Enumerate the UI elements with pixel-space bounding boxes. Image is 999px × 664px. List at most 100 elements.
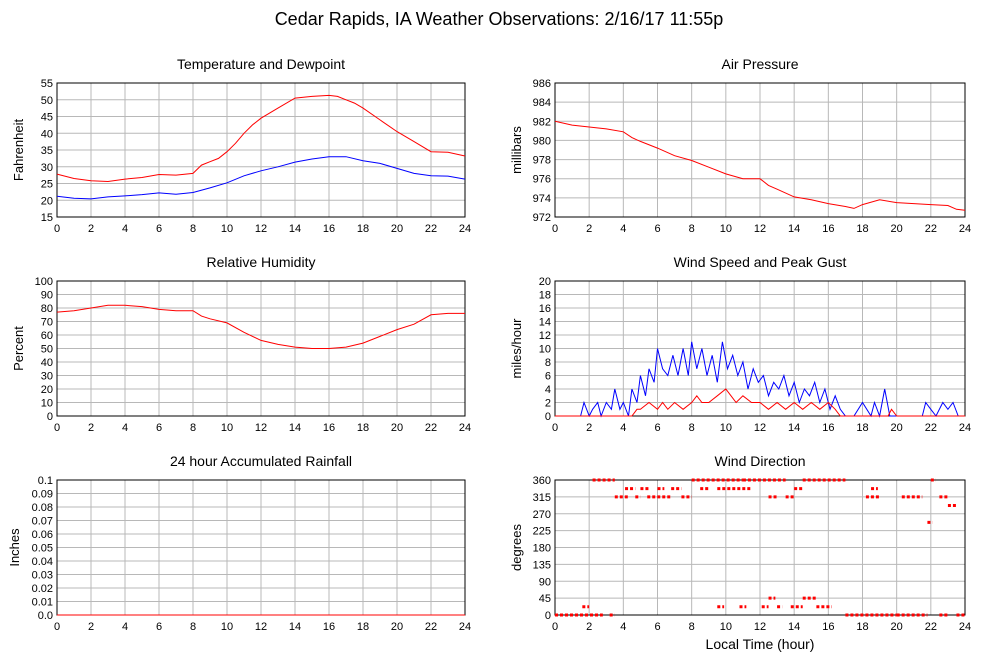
temp-y-tick-label: 30 [41,162,53,174]
temp-x-tick-label: 6 [156,223,162,235]
wind-y-tick-label: 16 [539,303,551,315]
pressure-y-tick-label: 986 [533,78,551,90]
wind-plot-frame [554,280,966,417]
temp-x-tick-label: 2 [88,223,94,235]
temp-x-tick-label: 8 [190,223,196,235]
rain-x-tick-label: 2 [88,621,94,633]
wind-x-tick-label: 20 [891,422,903,434]
rain-x-tick-label: 0 [54,621,60,633]
rain-y-tick-label: 0.08 [32,502,53,514]
wind-x-tick-label: 12 [754,422,766,434]
pressure-x-tick-label: 6 [654,223,660,235]
wind-y-tick-label: 4 [545,384,551,396]
winddir-x-tick-label: 14 [788,621,800,633]
temp-x-tick-label: 0 [54,223,60,235]
humidity-x-tick-label: 14 [289,422,301,434]
winddir-y-tick-label: 315 [533,492,551,504]
wind-x-tick-label: 0 [552,422,558,434]
temp-x-tick-label: 4 [122,223,128,235]
rain-x-tick-label: 24 [459,621,471,633]
humidity-y-tick-label: 60 [41,330,53,342]
temp-x-tick-label: 18 [357,223,369,235]
temp-x-tick-label: 24 [459,223,471,235]
winddir-y-tick-label: 270 [533,509,551,521]
temp-plot-frame [56,82,466,218]
humidity-y-tick-label: 80 [41,303,53,315]
humidity-y-tick-label: 0 [47,411,53,423]
humidity-y-tick-label: 100 [35,276,53,288]
wind-x-tick-label: 2 [586,422,592,434]
humidity-x-tick-label: 18 [357,422,369,434]
wind-series-red-line [555,388,965,417]
humidity-y-axis-label: Percent [11,326,26,371]
wind-x-tick-label: 10 [720,422,732,434]
pressure-x-tick-label: 10 [720,223,732,235]
humidity-x-tick-label: 2 [88,422,94,434]
humidity-x-tick-label: 24 [459,422,471,434]
rain-y-tick-label: 0.1 [38,475,53,487]
main-title: Cedar Rapids, IA Weather Observations: 2… [275,9,724,29]
humidity-y-tick-label: 90 [41,290,53,302]
wind-y-tick-label: 6 [545,371,551,383]
humidity-x-tick-label: 22 [425,422,437,434]
rain-y-tick-label: 0.05 [32,543,53,555]
winddir-y-tick-label: 90 [539,576,551,588]
winddir-x-tick-label: 18 [856,621,868,633]
pressure-y-tick-label: 974 [533,193,551,205]
pressure-title: Air Pressure [721,56,798,72]
rain-x-tick-label: 14 [289,621,301,633]
temp-y-tick-label: 40 [41,128,53,140]
wind-y-tick-label: 10 [539,344,551,356]
rain-y-tick-label: 0.02 [32,583,53,595]
temp-y-tick-label: 25 [41,179,53,191]
wind-x-tick-label: 18 [856,422,868,434]
winddir-y-axis-label: degrees [509,524,524,571]
pressure-y-axis-label: millibars [509,126,524,174]
pressure-y-tick-label: 978 [533,155,551,167]
pressure-x-tick-label: 20 [891,223,903,235]
rain-x-tick-label: 18 [357,621,369,633]
winddir-y-tick-label: 225 [533,526,551,538]
rain-x-tick-label: 16 [323,621,335,633]
pressure-x-tick-label: 4 [620,223,626,235]
pressure-y-tick-label: 972 [533,212,551,224]
rain-x-tick-label: 22 [425,621,437,633]
wind-series-blue-line [555,341,965,418]
rain-x-tick-label: 4 [122,621,128,633]
rain-title: 24 hour Accumulated Rainfall [170,453,352,469]
winddir-x-tick-label: 2 [586,621,592,633]
winddir-title: Wind Direction [714,453,805,469]
rain-y-axis-label: Inches [7,528,22,567]
wind-x-tick-label: 6 [654,422,660,434]
temp-x-tick-label: 14 [289,223,301,235]
rain-x-tick-label: 8 [190,621,196,633]
wind-title: Wind Speed and Peak Gust [674,254,847,270]
temp-y-axis-label: Fahrenheit [11,119,26,182]
winddir-x-tick-label: 24 [959,621,971,633]
humidity-y-tick-label: 40 [41,357,53,369]
humidity-x-tick-label: 0 [54,422,60,434]
wind-x-tick-label: 14 [788,422,800,434]
humidity-x-tick-label: 16 [323,422,335,434]
pressure-y-tick-label: 982 [533,116,551,128]
humidity-y-tick-label: 20 [41,384,53,396]
winddir-x-tick-label: 6 [654,621,660,633]
humidity-plot-frame [56,280,466,417]
rain-x-tick-label: 10 [221,621,233,633]
rain-y-tick-label: 0.04 [32,556,53,568]
temp-x-tick-label: 10 [221,223,233,235]
temp-x-tick-label: 16 [323,223,335,235]
temp-y-tick-label: 20 [41,195,53,207]
temp-title: Temperature and Dewpoint [177,56,345,72]
winddir-x-tick-label: 8 [689,621,695,633]
temp-x-tick-label: 20 [391,223,403,235]
wind-x-tick-label: 16 [822,422,834,434]
winddir-x-tick-label: 12 [754,621,766,633]
pressure-y-tick-label: 980 [533,135,551,147]
wind-y-tick-label: 12 [539,330,551,342]
rain-y-tick-label: 0.06 [32,529,53,541]
rain-y-tick-label: 0.01 [32,597,53,609]
